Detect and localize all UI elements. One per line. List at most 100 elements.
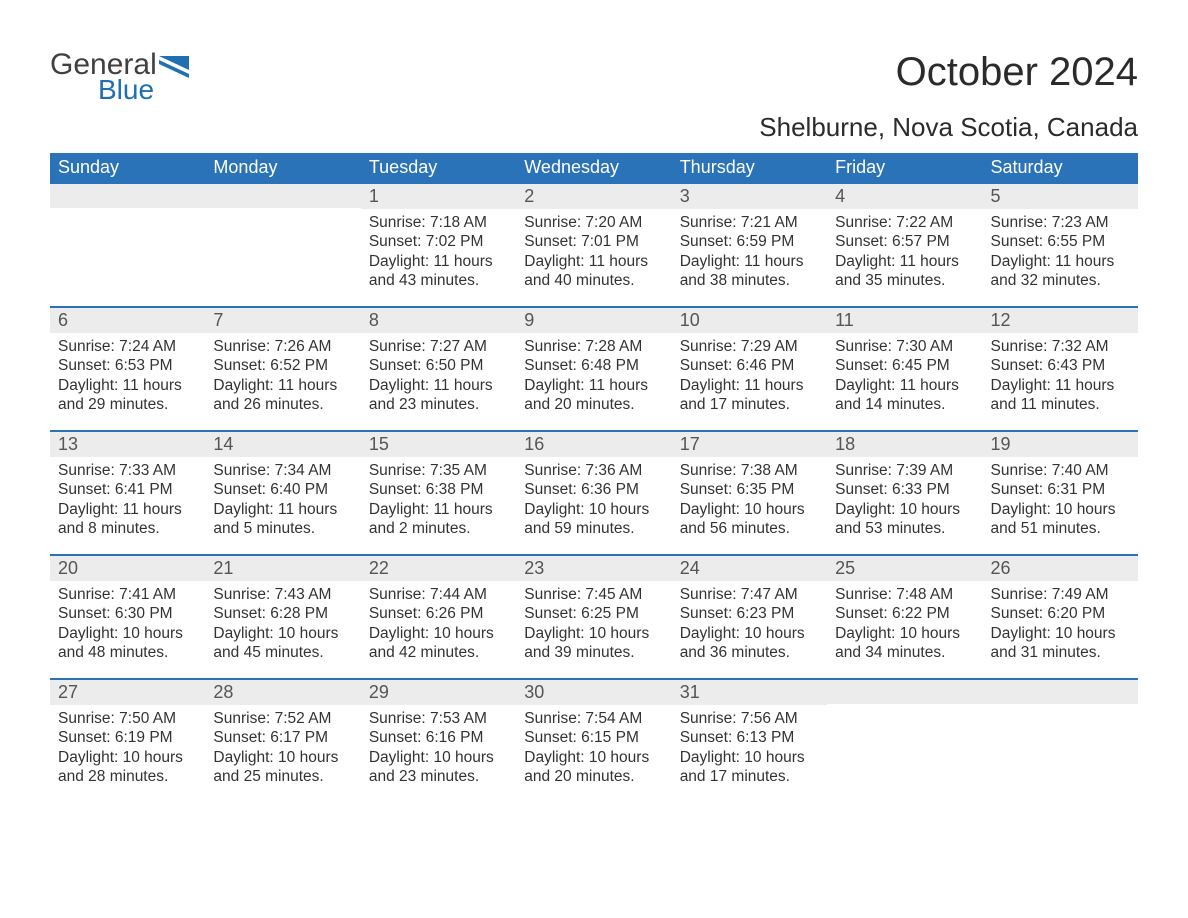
calendar-cell (205, 182, 360, 306)
day-number: 17 (672, 430, 827, 457)
sunset-text: Sunset: 6:48 PM (524, 356, 663, 375)
day-header: Thursday (672, 153, 827, 182)
calendar-cell: 1Sunrise: 7:18 AMSunset: 7:02 PMDaylight… (361, 182, 516, 306)
day-details: Sunrise: 7:47 AMSunset: 6:23 PMDaylight:… (672, 581, 827, 671)
day-details: Sunrise: 7:44 AMSunset: 6:26 PMDaylight:… (361, 581, 516, 671)
daylight2-text: and 32 minutes. (991, 271, 1130, 290)
day-details: Sunrise: 7:28 AMSunset: 6:48 PMDaylight:… (516, 333, 671, 423)
location: Shelburne, Nova Scotia, Canada (50, 112, 1138, 143)
sunrise-text: Sunrise: 7:26 AM (213, 337, 352, 356)
day-details: Sunrise: 7:41 AMSunset: 6:30 PMDaylight:… (50, 581, 205, 671)
daylight2-text: and 39 minutes. (524, 643, 663, 662)
daylight2-text: and 36 minutes. (680, 643, 819, 662)
daylight2-text: and 5 minutes. (213, 519, 352, 538)
calendar-cell: 2Sunrise: 7:20 AMSunset: 7:01 PMDaylight… (516, 182, 671, 306)
calendar-cell (827, 678, 982, 802)
daylight1-text: Daylight: 11 hours (58, 376, 197, 395)
daylight1-text: Daylight: 11 hours (213, 376, 352, 395)
sunset-text: Sunset: 6:19 PM (58, 728, 197, 747)
day-number (827, 678, 982, 704)
sunset-text: Sunset: 6:43 PM (991, 356, 1130, 375)
daylight1-text: Daylight: 11 hours (991, 252, 1130, 271)
day-details: Sunrise: 7:30 AMSunset: 6:45 PMDaylight:… (827, 333, 982, 423)
daylight1-text: Daylight: 11 hours (680, 376, 819, 395)
day-number: 16 (516, 430, 671, 457)
calendar-cell: 25Sunrise: 7:48 AMSunset: 6:22 PMDayligh… (827, 554, 982, 678)
calendar-cell: 28Sunrise: 7:52 AMSunset: 6:17 PMDayligh… (205, 678, 360, 802)
day-details: Sunrise: 7:45 AMSunset: 6:25 PMDaylight:… (516, 581, 671, 671)
day-number: 4 (827, 182, 982, 209)
sunrise-text: Sunrise: 7:45 AM (524, 585, 663, 604)
calendar-cell: 12Sunrise: 7:32 AMSunset: 6:43 PMDayligh… (983, 306, 1138, 430)
day-number: 5 (983, 182, 1138, 209)
day-number: 11 (827, 306, 982, 333)
daylight2-text: and 25 minutes. (213, 767, 352, 786)
day-details: Sunrise: 7:20 AMSunset: 7:01 PMDaylight:… (516, 209, 671, 299)
daylight2-text: and 14 minutes. (835, 395, 974, 414)
daylight1-text: Daylight: 10 hours (680, 624, 819, 643)
day-number: 7 (205, 306, 360, 333)
day-number: 6 (50, 306, 205, 333)
day-details: Sunrise: 7:38 AMSunset: 6:35 PMDaylight:… (672, 457, 827, 547)
daylight2-text: and 35 minutes. (835, 271, 974, 290)
day-details: Sunrise: 7:43 AMSunset: 6:28 PMDaylight:… (205, 581, 360, 671)
day-number (205, 182, 360, 208)
daylight1-text: Daylight: 10 hours (369, 748, 508, 767)
daylight2-text: and 42 minutes. (369, 643, 508, 662)
day-header: Tuesday (361, 153, 516, 182)
calendar-week: 13Sunrise: 7:33 AMSunset: 6:41 PMDayligh… (50, 430, 1138, 554)
day-number (983, 678, 1138, 704)
day-number: 8 (361, 306, 516, 333)
sunrise-text: Sunrise: 7:38 AM (680, 461, 819, 480)
daylight1-text: Daylight: 10 hours (680, 500, 819, 519)
sunset-text: Sunset: 6:25 PM (524, 604, 663, 623)
day-details: Sunrise: 7:21 AMSunset: 6:59 PMDaylight:… (672, 209, 827, 299)
sunset-text: Sunset: 6:45 PM (835, 356, 974, 375)
daylight1-text: Daylight: 11 hours (213, 500, 352, 519)
day-details: Sunrise: 7:52 AMSunset: 6:17 PMDaylight:… (205, 705, 360, 795)
sunrise-text: Sunrise: 7:41 AM (58, 585, 197, 604)
calendar-cell (983, 678, 1138, 802)
sunset-text: Sunset: 6:20 PM (991, 604, 1130, 623)
daylight2-text: and 8 minutes. (58, 519, 197, 538)
sunset-text: Sunset: 6:23 PM (680, 604, 819, 623)
day-details: Sunrise: 7:35 AMSunset: 6:38 PMDaylight:… (361, 457, 516, 547)
calendar-cell: 21Sunrise: 7:43 AMSunset: 6:28 PMDayligh… (205, 554, 360, 678)
day-details: Sunrise: 7:23 AMSunset: 6:55 PMDaylight:… (983, 209, 1138, 299)
sunset-text: Sunset: 6:40 PM (213, 480, 352, 499)
daylight1-text: Daylight: 10 hours (213, 748, 352, 767)
sunrise-text: Sunrise: 7:30 AM (835, 337, 974, 356)
calendar-cell: 16Sunrise: 7:36 AMSunset: 6:36 PMDayligh… (516, 430, 671, 554)
calendar-week: 27Sunrise: 7:50 AMSunset: 6:19 PMDayligh… (50, 678, 1138, 802)
day-details: Sunrise: 7:56 AMSunset: 6:13 PMDaylight:… (672, 705, 827, 795)
sunset-text: Sunset: 6:22 PM (835, 604, 974, 623)
daylight2-text: and 38 minutes. (680, 271, 819, 290)
calendar-cell: 9Sunrise: 7:28 AMSunset: 6:48 PMDaylight… (516, 306, 671, 430)
sunrise-text: Sunrise: 7:40 AM (991, 461, 1130, 480)
calendar-cell (50, 182, 205, 306)
sunrise-text: Sunrise: 7:56 AM (680, 709, 819, 728)
calendar-cell: 10Sunrise: 7:29 AMSunset: 6:46 PMDayligh… (672, 306, 827, 430)
sunrise-text: Sunrise: 7:22 AM (835, 213, 974, 232)
calendar-table: Sunday Monday Tuesday Wednesday Thursday… (50, 153, 1138, 802)
day-details: Sunrise: 7:34 AMSunset: 6:40 PMDaylight:… (205, 457, 360, 547)
calendar-cell: 7Sunrise: 7:26 AMSunset: 6:52 PMDaylight… (205, 306, 360, 430)
day-header: Wednesday (516, 153, 671, 182)
day-details: Sunrise: 7:27 AMSunset: 6:50 PMDaylight:… (361, 333, 516, 423)
sunrise-text: Sunrise: 7:52 AM (213, 709, 352, 728)
daylight2-text: and 59 minutes. (524, 519, 663, 538)
day-number: 18 (827, 430, 982, 457)
sunrise-text: Sunrise: 7:49 AM (991, 585, 1130, 604)
sunset-text: Sunset: 6:17 PM (213, 728, 352, 747)
day-number: 25 (827, 554, 982, 581)
daylight1-text: Daylight: 11 hours (835, 376, 974, 395)
header: General Blue October 2024 (50, 50, 1138, 104)
sunset-text: Sunset: 6:57 PM (835, 232, 974, 251)
sunrise-text: Sunrise: 7:21 AM (680, 213, 819, 232)
sunset-text: Sunset: 7:02 PM (369, 232, 508, 251)
sunset-text: Sunset: 6:50 PM (369, 356, 508, 375)
daylight2-text: and 51 minutes. (991, 519, 1130, 538)
calendar-cell: 22Sunrise: 7:44 AMSunset: 6:26 PMDayligh… (361, 554, 516, 678)
sunset-text: Sunset: 6:33 PM (835, 480, 974, 499)
daylight1-text: Daylight: 11 hours (524, 376, 663, 395)
